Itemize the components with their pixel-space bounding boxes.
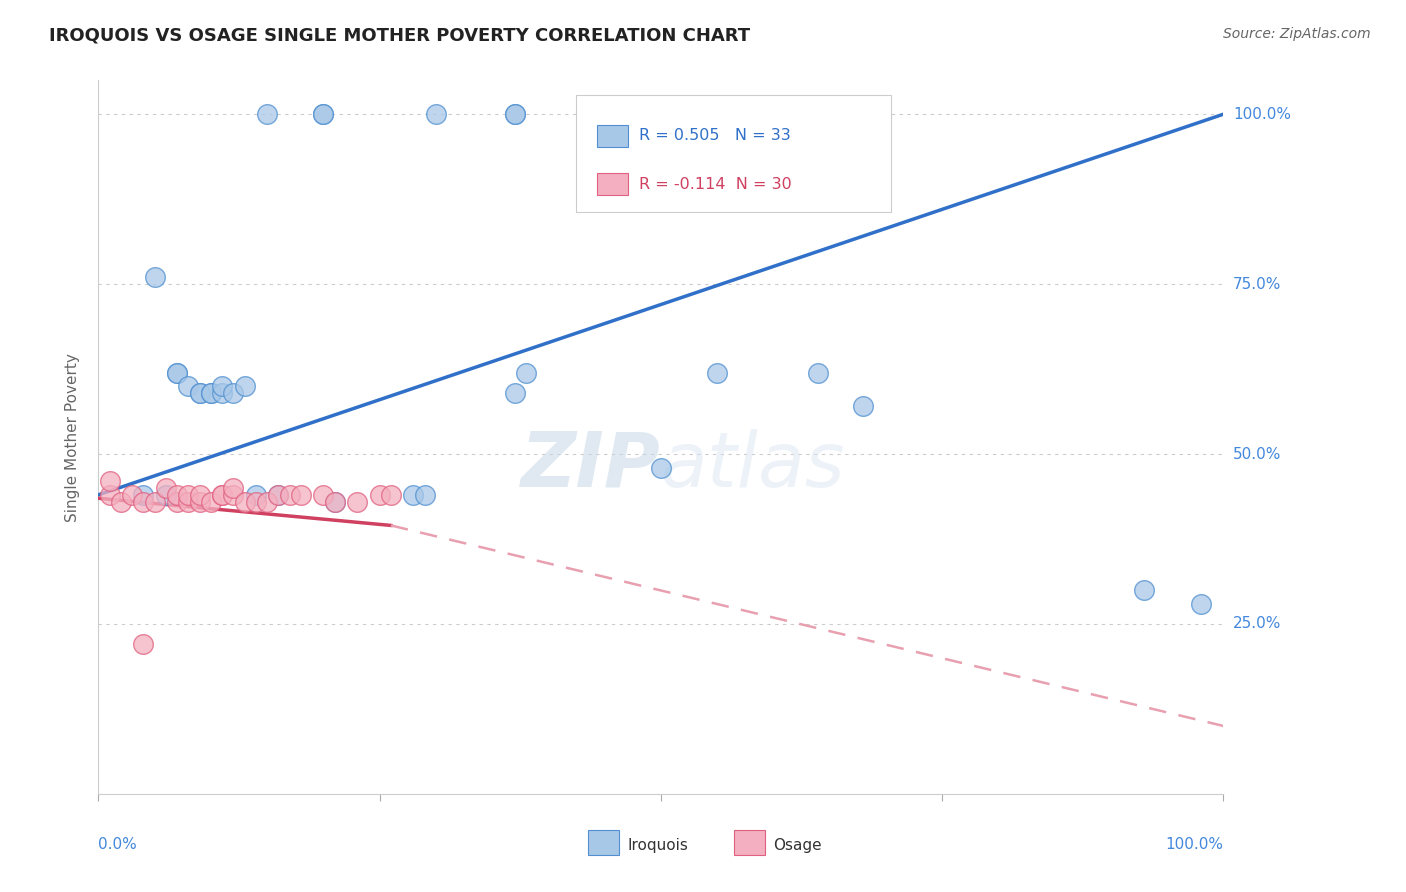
Point [211,385,233,400]
Point [166,488,188,502]
Point [110,494,132,508]
Point [188,385,211,400]
Point [290,488,312,502]
FancyBboxPatch shape [734,830,765,855]
Point [222,481,245,495]
Point [425,107,447,121]
Point [121,488,143,502]
Point [143,494,166,508]
Point [503,107,526,121]
Point [807,366,830,380]
Point [188,385,211,400]
Point [1189,597,1212,611]
FancyBboxPatch shape [588,830,619,855]
Text: 100.0%: 100.0% [1166,837,1223,852]
Point [256,107,278,121]
Point [233,494,256,508]
Point [132,494,155,508]
Point [132,637,155,651]
Point [200,385,222,400]
Point [245,488,267,502]
Point [323,494,346,508]
Point [211,488,233,502]
Text: Source: ZipAtlas.com: Source: ZipAtlas.com [1223,27,1371,41]
Text: 0.0%: 0.0% [98,837,138,852]
Point [200,494,222,508]
Point [166,494,188,508]
Point [413,488,436,502]
Point [312,107,335,121]
Point [200,385,222,400]
Point [177,488,200,502]
FancyBboxPatch shape [576,95,891,212]
Text: 50.0%: 50.0% [1233,447,1281,461]
Point [312,488,335,502]
Point [256,494,278,508]
Point [267,488,290,502]
Text: ZIP: ZIP [522,429,661,502]
Text: 75.0%: 75.0% [1233,277,1281,292]
Text: Iroquois: Iroquois [627,838,688,853]
Point [245,494,267,508]
Text: IROQUOIS VS OSAGE SINGLE MOTHER POVERTY CORRELATION CHART: IROQUOIS VS OSAGE SINGLE MOTHER POVERTY … [49,27,751,45]
Point [177,379,200,393]
Point [267,488,290,502]
Point [503,107,526,121]
Point [211,379,233,393]
Point [98,475,121,489]
Point [852,400,875,414]
Point [222,385,245,400]
Point [98,488,121,502]
Point [278,488,301,502]
Point [188,488,211,502]
Point [515,366,537,380]
Point [166,366,188,380]
Point [650,460,672,475]
Point [143,270,166,285]
Point [312,107,335,121]
FancyBboxPatch shape [596,125,628,147]
Point [166,366,188,380]
Y-axis label: Single Mother Poverty: Single Mother Poverty [65,352,80,522]
FancyBboxPatch shape [596,173,628,195]
Point [188,494,211,508]
Text: atlas: atlas [661,429,845,502]
Point [211,488,233,502]
Text: 100.0%: 100.0% [1233,107,1291,122]
Point [222,488,245,502]
Point [155,481,177,495]
Point [233,379,256,393]
Point [155,488,177,502]
Text: 25.0%: 25.0% [1233,616,1281,632]
Point [503,385,526,400]
Text: Osage: Osage [773,838,823,853]
Point [402,488,425,502]
Point [706,366,728,380]
Point [368,488,391,502]
Point [1133,582,1156,597]
Point [323,494,346,508]
Point [346,494,368,508]
Point [380,488,402,502]
Text: R = 0.505   N = 33: R = 0.505 N = 33 [640,128,792,144]
Point [132,488,155,502]
Point [177,494,200,508]
Text: R = -0.114  N = 30: R = -0.114 N = 30 [640,177,792,192]
